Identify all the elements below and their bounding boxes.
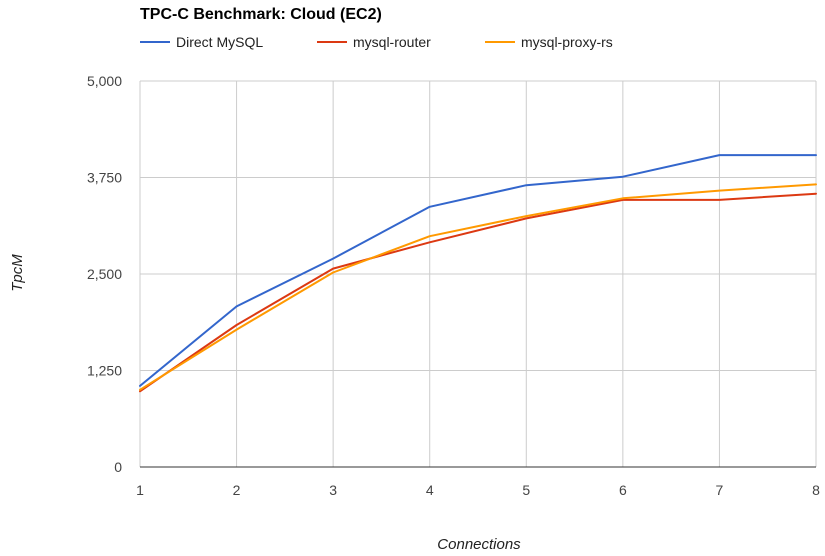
- y-axis-ticks: 0 1,250 2,500 3,750 5,000: [87, 73, 122, 475]
- x-tick-label: 4: [426, 482, 434, 498]
- x-tick-label: 8: [812, 482, 820, 498]
- x-tick-label: 7: [716, 482, 724, 498]
- y-axis-title: TpcM: [9, 254, 26, 292]
- x-axis-title: Connections: [437, 536, 521, 553]
- x-tick-label: 5: [522, 482, 530, 498]
- y-tick-label: 1,250: [87, 363, 122, 379]
- x-tick-label: 1: [136, 482, 144, 498]
- chart-title: TPC-C Benchmark: Cloud (EC2): [140, 6, 382, 23]
- legend-label: mysql-router: [353, 34, 431, 50]
- series-line: [139, 183, 817, 391]
- series-line: [139, 192, 817, 393]
- legend-item: mysql-proxy-rs: [485, 34, 613, 50]
- series-lines: [139, 154, 817, 393]
- gridlines: [139, 80, 817, 468]
- y-tick-label: 3,750: [87, 170, 122, 186]
- legend-label: Direct MySQL: [176, 34, 263, 50]
- x-tick-label: 2: [233, 482, 241, 498]
- legend-item: Direct MySQL: [140, 34, 263, 50]
- y-tick-label: 2,500: [87, 266, 122, 282]
- legend-label: mysql-proxy-rs: [521, 34, 613, 50]
- legend-item: mysql-router: [317, 34, 431, 50]
- x-tick-label: 3: [329, 482, 337, 498]
- x-tick-label: 6: [619, 482, 627, 498]
- x-axis-ticks: 1 2 3 4 5 6 7 8: [136, 482, 820, 498]
- legend: Direct MySQL mysql-router mysql-proxy-rs: [140, 34, 613, 50]
- y-tick-label: 0: [114, 459, 122, 475]
- series-line: [139, 154, 817, 387]
- y-tick-label: 5,000: [87, 73, 122, 89]
